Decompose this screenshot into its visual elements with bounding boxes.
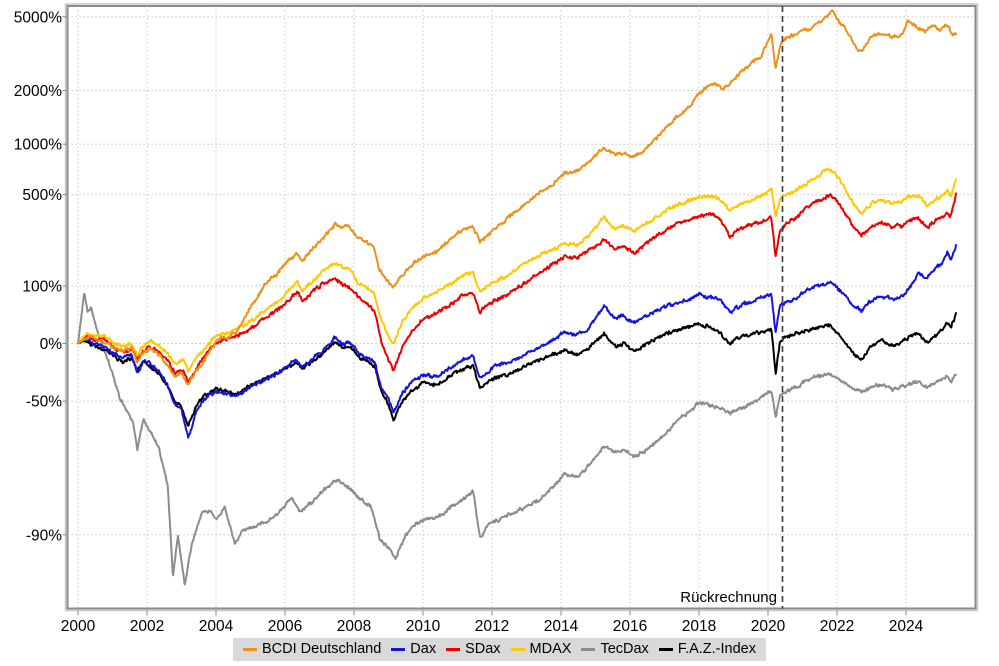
x-tick-label: 2022: [820, 618, 854, 635]
backcast-annotation-label: Rückrechnung: [680, 589, 777, 606]
series-line-sdax: [77, 192, 957, 383]
x-tick-label: 2012: [475, 618, 509, 635]
y-tick-label: -50%: [26, 394, 62, 411]
legend-item-sdax: SDax: [446, 641, 501, 658]
legend-swatch-faz: [658, 648, 673, 651]
legend-label: TecDax: [600, 641, 649, 657]
legend-label: BCDI Deutschland: [262, 641, 382, 657]
x-tick-label: 2004: [199, 618, 234, 635]
legend-swatch-dax: [391, 648, 406, 651]
legend-swatch-mdax: [510, 648, 525, 651]
x-axis-tick-labels: 2000 2002 2004 2006 2008 2010 2012 2014 2016 2018…: [61, 618, 924, 635]
y-tick-label: 500%: [22, 187, 62, 204]
series-line-bcdi: [77, 9, 957, 386]
x-tick-label: 2008: [337, 618, 371, 635]
y-tick-label: 1000%: [14, 137, 62, 154]
x-tick-label: 2020: [751, 618, 786, 635]
x-tick-label: 2024: [889, 618, 924, 635]
y-tick-label: 2000%: [14, 83, 62, 100]
legend: BCDI Deutschland Dax SDax MDAX TecDax F.A.Z.-…: [0, 638, 999, 661]
x-tick-label: 2018: [682, 618, 716, 635]
x-tick-label: 2000: [61, 618, 96, 635]
y-tick-label: 100%: [22, 278, 62, 295]
gridlines: [62, 6, 976, 616]
y-tick-label: 0%: [40, 336, 63, 353]
legend-item-bcdi: BCDI Deutschland: [243, 641, 381, 658]
plot-frame-inner: [66, 5, 977, 610]
plot-frame: [64, 3, 979, 612]
plot-frame-outer: [64, 3, 979, 612]
series-line-tecdax: [77, 292, 957, 586]
series-line-faz: [77, 312, 957, 427]
series-line-mdax: [77, 167, 957, 373]
legend-label: F.A.Z.-Index: [677, 641, 756, 657]
x-tick-label: 2006: [268, 618, 302, 635]
legend-swatch-sdax: [446, 648, 461, 651]
y-tick-label: -90%: [26, 527, 62, 544]
legend-item-faz: F.A.Z.-Index: [658, 641, 756, 658]
legend-box: BCDI Deutschland Dax SDax MDAX TecDax F.A.Z.-…: [233, 638, 766, 661]
legend-swatch-bcdi: [243, 648, 257, 651]
legend-label: Dax: [410, 641, 437, 657]
x-tick-label: 2002: [130, 618, 164, 635]
legend-item-tecdax: TecDax: [581, 641, 649, 658]
x-tick-label: 2014: [544, 618, 579, 635]
y-axis-tick-labels: 5000% 2000% 1000% 500% 100% 0% -50% -90%: [14, 9, 62, 544]
legend-item-mdax: MDAX: [510, 641, 572, 658]
y-tick-label: 5000%: [14, 9, 62, 26]
x-tick-label: 2010: [406, 618, 441, 635]
x-tick-label: 2016: [613, 618, 647, 635]
legend-item-dax: Dax: [391, 641, 436, 658]
series-lines: [77, 9, 957, 586]
series-line-dax: [77, 244, 957, 439]
legend-swatch-tecdax: [581, 648, 596, 651]
legend-label: SDax: [465, 641, 501, 657]
legend-label: MDAX: [529, 641, 572, 657]
